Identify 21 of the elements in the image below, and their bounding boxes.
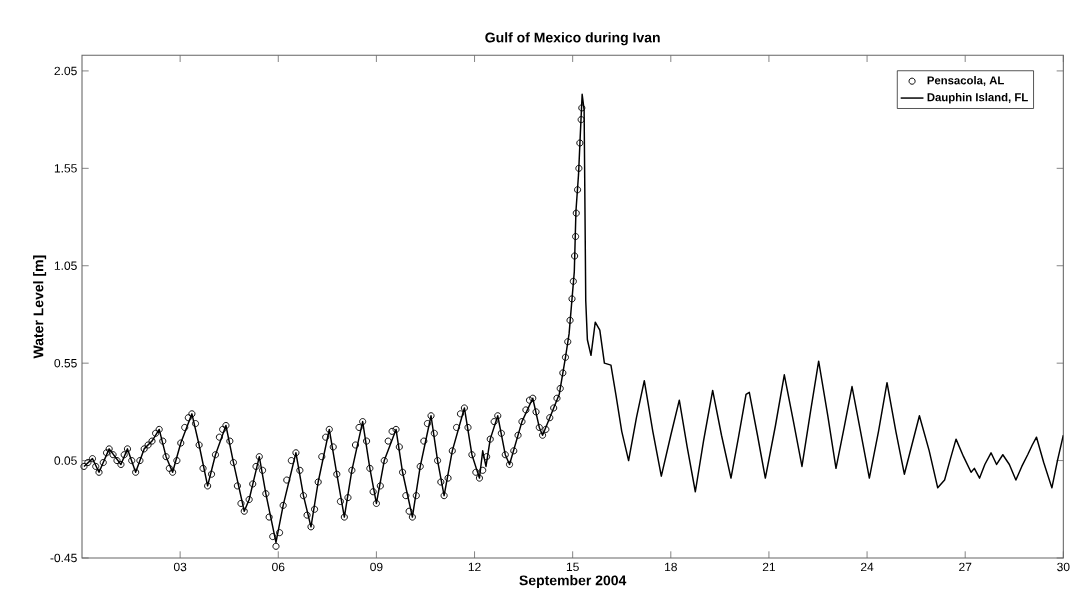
x-tick-label: 15 bbox=[566, 562, 579, 572]
y-tick-label: 1.55 bbox=[54, 164, 77, 173]
y-axis-title: Water Level [m] bbox=[33, 255, 47, 359]
x-tick-label: 24 bbox=[861, 562, 874, 572]
legend-label: Pensacola, AL bbox=[927, 76, 1004, 87]
x-tick-label: 21 bbox=[762, 562, 776, 572]
y-tick-label: -0.45 bbox=[50, 553, 77, 563]
y-tick-label: 1.05 bbox=[54, 261, 77, 271]
x-tick-label: 18 bbox=[665, 562, 677, 572]
legend-label: Dauphin Island, FL bbox=[927, 93, 1028, 104]
x-tick-label: 09 bbox=[370, 562, 383, 572]
x-tick-label: 03 bbox=[173, 562, 187, 572]
chart-title: Gulf of Mexico during Ivan bbox=[485, 32, 660, 46]
x-axis-title: September 2004 bbox=[519, 575, 627, 589]
y-tick-label: 2.05 bbox=[54, 66, 77, 76]
y-tick-label: 0.55 bbox=[54, 359, 77, 368]
x-tick-label: 06 bbox=[272, 562, 285, 572]
x-tick-label: 30 bbox=[1057, 562, 1070, 572]
x-tick-label: 27 bbox=[959, 562, 972, 572]
x-tick-label: 12 bbox=[468, 562, 481, 572]
y-tick-label: 0.05 bbox=[54, 456, 77, 465]
